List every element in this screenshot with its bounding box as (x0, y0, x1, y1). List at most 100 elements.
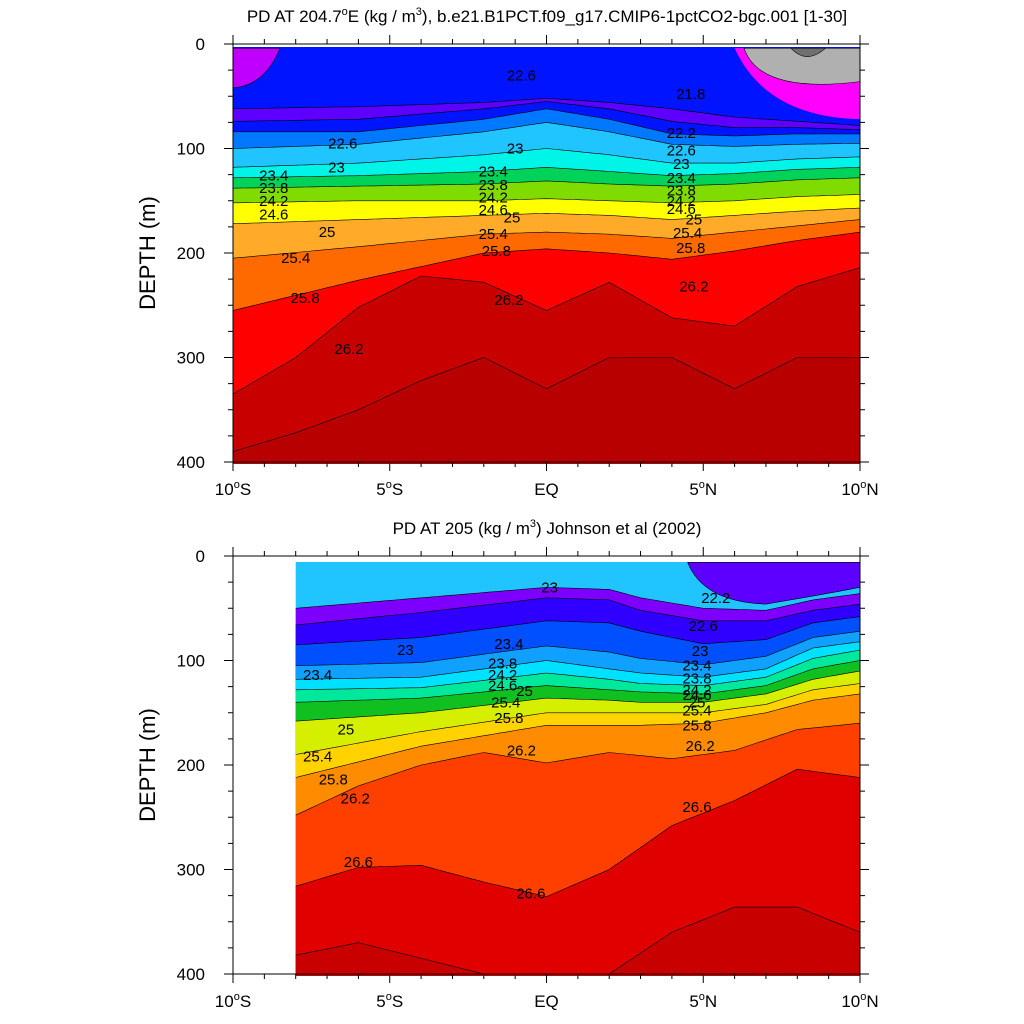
contour-line-24.2 (295, 649, 860, 691)
contour-label: 25.4 (303, 749, 332, 766)
contour-label: 24.2 (479, 190, 508, 207)
contour-label: 23.8 (667, 182, 696, 199)
min-density-core (790, 47, 827, 57)
panel-observations: PD AT 205 (kg / m3) Johnson et al (2002)… (135, 518, 879, 1011)
contour-label: 26.2 (334, 341, 363, 358)
contour-line-24.6 (295, 660, 860, 703)
contour-label: 22.6 (507, 67, 536, 84)
contour-label: 23.8 (682, 670, 711, 687)
contour-label: 25.8 (482, 243, 511, 260)
contour-line-23.8 (233, 166, 860, 179)
y-tick-label: 100 (177, 140, 205, 159)
contour-label: 23.4 (259, 168, 288, 185)
contour-label: 25.4 (491, 694, 520, 711)
contour-label: 23.4 (303, 667, 332, 684)
contour-label: 22.6 (667, 143, 696, 160)
contour-label: 24.2 (488, 667, 517, 684)
contour-line-22.2 (233, 101, 860, 130)
contour-line-23.8 (295, 641, 860, 680)
contour-label: 23 (692, 643, 709, 660)
panel-1-ylabel: DEPTH (m) (135, 196, 160, 310)
contour-label: 23.4 (494, 636, 523, 653)
contour-line-22.6 (233, 108, 860, 137)
contour-label: 26.2 (679, 278, 708, 295)
contour-label: 25.4 (682, 703, 711, 720)
contour-label: 24.6 (682, 687, 711, 704)
x-tick-label: 5oN (689, 991, 717, 1011)
x-tick-label: 10oN (841, 991, 878, 1011)
contour-label: 25 (319, 224, 336, 241)
contour-label: 25.4 (281, 250, 310, 267)
contour-label: 23.8 (488, 656, 517, 673)
contour-band-26.4 (233, 357, 860, 464)
contour-line-23 (295, 616, 860, 646)
contour-line-22.2 (295, 587, 860, 611)
panel-2-plot: 0 100 200 300 400 10oS 5oS EQ 5oN 10oN 23 22.2 22.6 2… (177, 547, 879, 1011)
contour-label: 22.6 (689, 618, 718, 635)
contour-fill-layer (233, 47, 860, 465)
contour-label: 24.6 (479, 202, 508, 219)
x-tick-label: EQ (534, 992, 559, 1011)
contour-line-25.8 (233, 231, 860, 311)
contour-line-22.6 (295, 597, 860, 626)
y-tick-label: 200 (177, 244, 205, 263)
contour-label: 24.6 (488, 678, 517, 695)
y-tick-label: 100 (177, 652, 205, 671)
low-density-pool (687, 562, 860, 605)
x-tick-label: 10oS (215, 479, 251, 499)
contour-label: 25 (686, 212, 703, 229)
contour-label: 26.6 (344, 854, 373, 871)
contour-label: 23.4 (682, 658, 711, 675)
contour-label: 23.4 (479, 163, 508, 180)
contour-line-25.8 (295, 693, 860, 778)
contour-label: 26.2 (686, 738, 715, 755)
contour-label: 22.2 (701, 590, 730, 607)
contour-label: 22.2 (667, 125, 696, 142)
contour-label: 26.2 (507, 742, 536, 759)
contour-label: 26.6 (682, 799, 711, 816)
contour-line-23.4 (233, 148, 860, 168)
west-low-density-pool (233, 47, 281, 89)
contour-label: 24.2 (682, 682, 711, 699)
contour-label: 25 (689, 694, 706, 711)
contour-label: 22.6 (328, 135, 357, 152)
panel-1-title: PD AT 204.7oE (kg / m3), b.e21.B1PCT.f09… (247, 6, 847, 26)
contour-line-25 (295, 670, 860, 722)
contour-line-24.6 (233, 194, 860, 204)
contour-label: 26.2 (494, 292, 523, 309)
contour-label: 25.8 (682, 717, 711, 734)
panel-2-ylabel: DEPTH (m) (135, 708, 160, 822)
panel-1-plot: 0 100 200 300 400 10oS 5oS EQ 5oN 10oN 22.6 21.8 22.… (177, 35, 879, 499)
contour-line-21.8 (233, 97, 860, 126)
contour-line-25 (233, 207, 860, 224)
contour-label: 25 (338, 721, 355, 738)
contour-label: 23.4 (667, 170, 696, 187)
contour-label: 21.8 (676, 86, 705, 103)
contour-label: 25 (516, 683, 533, 700)
contour-fill-layer (295, 562, 860, 976)
x-tick-label: 5oN (689, 479, 717, 499)
contour-line-25.4 (233, 219, 860, 259)
y-tick-label: 0 (196, 35, 205, 54)
contour-label: 23.8 (259, 180, 288, 197)
contour-label: 25.4 (479, 226, 508, 243)
y-tick-label: 400 (177, 965, 205, 984)
contour-label: 24.2 (667, 193, 696, 210)
contour-line-26.2 (295, 722, 860, 816)
contour-label: 25.8 (291, 290, 320, 307)
contour-line-23.4 (295, 630, 860, 666)
contour-line-26.2 (233, 267, 860, 395)
y-tick-label: 300 (177, 349, 205, 368)
contour-label: 25.8 (494, 710, 523, 727)
contour-label: 23.8 (479, 177, 508, 194)
contour-label: 23 (507, 141, 524, 158)
contour-line-23 (233, 122, 860, 149)
panel-2-title: PD AT 205 (kg / m3) Johnson et al (2002) (393, 518, 702, 538)
contour-label: 23 (673, 156, 690, 173)
contour-band-26.8 (295, 907, 860, 976)
y-tick-label: 0 (196, 547, 205, 566)
x-tick-label: 10oN (841, 479, 878, 499)
contour-label: 24.6 (259, 206, 288, 223)
contour-label: 23 (397, 642, 414, 659)
